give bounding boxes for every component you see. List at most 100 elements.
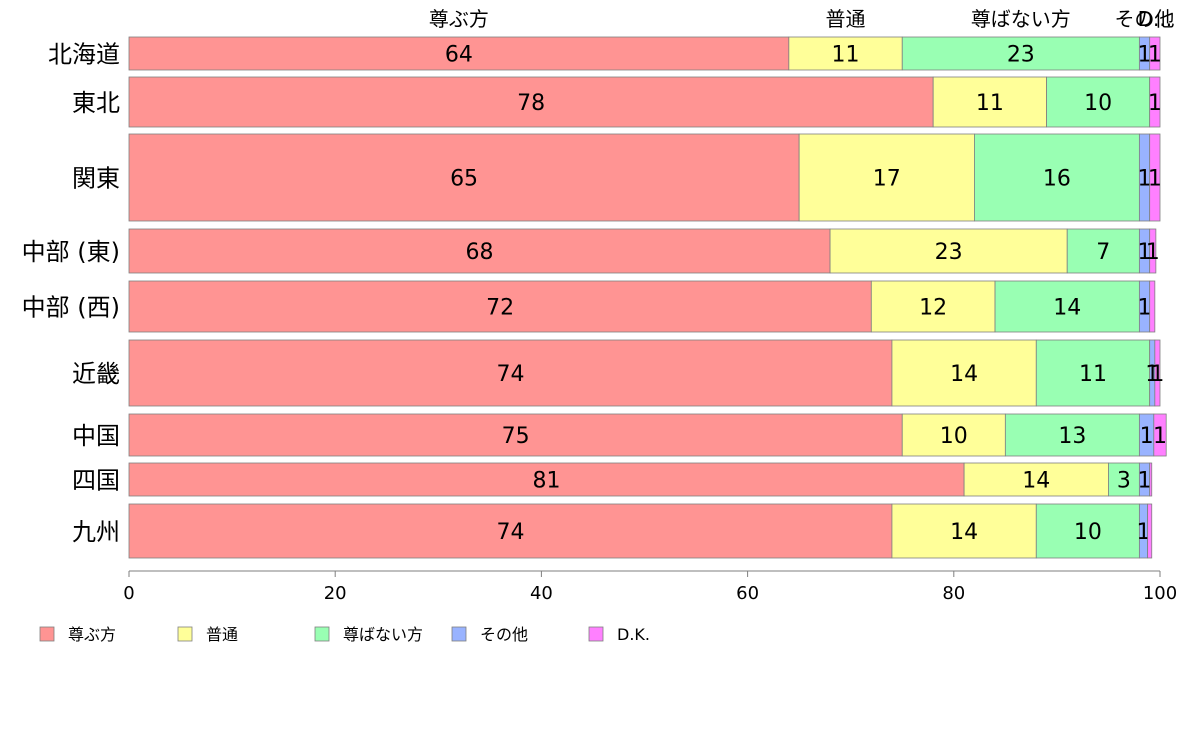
- bar-segment: [128, 413, 903, 457]
- bar-segment: [829, 228, 1068, 274]
- bar-segment: [1149, 36, 1161, 71]
- bar-segment: [901, 36, 1140, 71]
- category-label: 北海道: [48, 41, 120, 69]
- data-label: 1: [1138, 167, 1152, 192]
- bar-segment: [994, 280, 1140, 333]
- category-label: 関東: [72, 165, 120, 193]
- category-label: 近畿: [72, 360, 120, 388]
- x-tick-label: 0: [123, 583, 134, 604]
- data-label: 14: [1022, 469, 1050, 494]
- category-label: 中部 (東): [22, 238, 120, 266]
- bar-segment: [1108, 462, 1140, 497]
- legend-swatch: [451, 626, 467, 642]
- bar-segment: [1149, 133, 1161, 222]
- series-top-label: D...: [1138, 7, 1172, 31]
- legend-swatch: [314, 626, 330, 642]
- data-label: 11: [976, 91, 1004, 116]
- data-label: 78: [517, 91, 545, 116]
- data-label: 74: [496, 362, 524, 387]
- legend-label: 尊ぶ方: [68, 625, 116, 644]
- bar-segment: [1004, 413, 1140, 457]
- data-label: 14: [950, 520, 978, 545]
- bar-segment: [1035, 503, 1140, 559]
- data-label: 23: [1007, 43, 1035, 68]
- bar-segment: [870, 280, 996, 333]
- data-label: 14: [1053, 296, 1081, 321]
- data-label: 75: [502, 424, 530, 449]
- data-label: 23: [935, 240, 963, 265]
- series-top-label: 尊ばない方: [971, 7, 1071, 31]
- data-label: 10: [940, 424, 968, 449]
- bar-segment: [1147, 503, 1153, 559]
- data-label: 17: [873, 167, 901, 192]
- bar-segment: [128, 339, 893, 407]
- data-label: 65: [450, 167, 478, 192]
- bar-segment: [963, 462, 1109, 497]
- bar-segment: [128, 133, 800, 222]
- data-label: 1: [1153, 424, 1167, 449]
- bar-segment: [1149, 280, 1156, 333]
- legend-label: 普通: [206, 625, 238, 644]
- data-label: 64: [445, 43, 473, 68]
- bar-segment: [128, 503, 893, 559]
- bar-segment: [1035, 339, 1151, 407]
- x-tick-label: 20: [324, 583, 347, 604]
- data-label: 68: [466, 240, 494, 265]
- series-top-label: 尊ぶ方: [429, 7, 489, 31]
- data-label: 1: [1138, 240, 1152, 265]
- data-label: 1: [1148, 43, 1162, 68]
- data-label: 1: [1150, 362, 1164, 387]
- x-tick-label: 80: [942, 583, 965, 604]
- x-tick-label: 40: [530, 583, 553, 604]
- bar-segment: [1149, 228, 1157, 274]
- series-top-label: 普通: [826, 7, 866, 31]
- x-tick-label: 100: [1143, 583, 1177, 604]
- bar-segment: [932, 76, 1047, 128]
- data-label: 1: [1148, 167, 1162, 192]
- data-label: 10: [1084, 91, 1112, 116]
- data-label: 1: [1138, 43, 1152, 68]
- legend-label: 尊ばない方: [343, 625, 423, 644]
- bar-segment: [128, 462, 965, 497]
- data-label: 12: [919, 296, 947, 321]
- bar-segment: [1149, 462, 1153, 497]
- data-label: 1: [1146, 240, 1160, 265]
- legend-swatch: [39, 626, 55, 642]
- data-label: 16: [1043, 167, 1071, 192]
- data-label: 1: [1148, 91, 1162, 116]
- data-label: 11: [1079, 362, 1107, 387]
- bar-segment: [128, 228, 831, 274]
- x-tick-label: 60: [736, 583, 759, 604]
- data-label: 11: [832, 43, 860, 68]
- series-top-label: その他: [1115, 7, 1175, 31]
- bar-segment: [1149, 76, 1161, 128]
- bar-segment: [1154, 339, 1161, 407]
- data-label: 72: [486, 296, 514, 321]
- bar-segment: [1066, 228, 1140, 274]
- data-label: 1: [1138, 296, 1152, 321]
- data-label: 74: [496, 520, 524, 545]
- category-label: 九州: [72, 518, 120, 546]
- data-label: 81: [533, 469, 561, 494]
- data-label: 1: [1137, 520, 1151, 545]
- bar-segment: [1153, 413, 1167, 457]
- legend-swatch: [177, 626, 193, 642]
- bar-segment: [788, 36, 903, 71]
- data-label: 7: [1096, 240, 1110, 265]
- bar-segment: [128, 76, 934, 128]
- bar-segment: [901, 413, 1006, 457]
- data-label: 10: [1074, 520, 1102, 545]
- data-label: 1: [1140, 424, 1154, 449]
- category-label: 中部 (西): [22, 294, 120, 322]
- data-label: 13: [1058, 424, 1086, 449]
- data-label: 3: [1117, 469, 1131, 494]
- category-label: 東北: [72, 89, 120, 117]
- legend-label: D.K.: [617, 625, 650, 644]
- category-label: 四国: [72, 467, 120, 495]
- legend-swatch: [588, 626, 604, 642]
- legend-label: その他: [480, 625, 528, 644]
- bar-segment: [891, 339, 1037, 407]
- data-label: 1: [1138, 469, 1152, 494]
